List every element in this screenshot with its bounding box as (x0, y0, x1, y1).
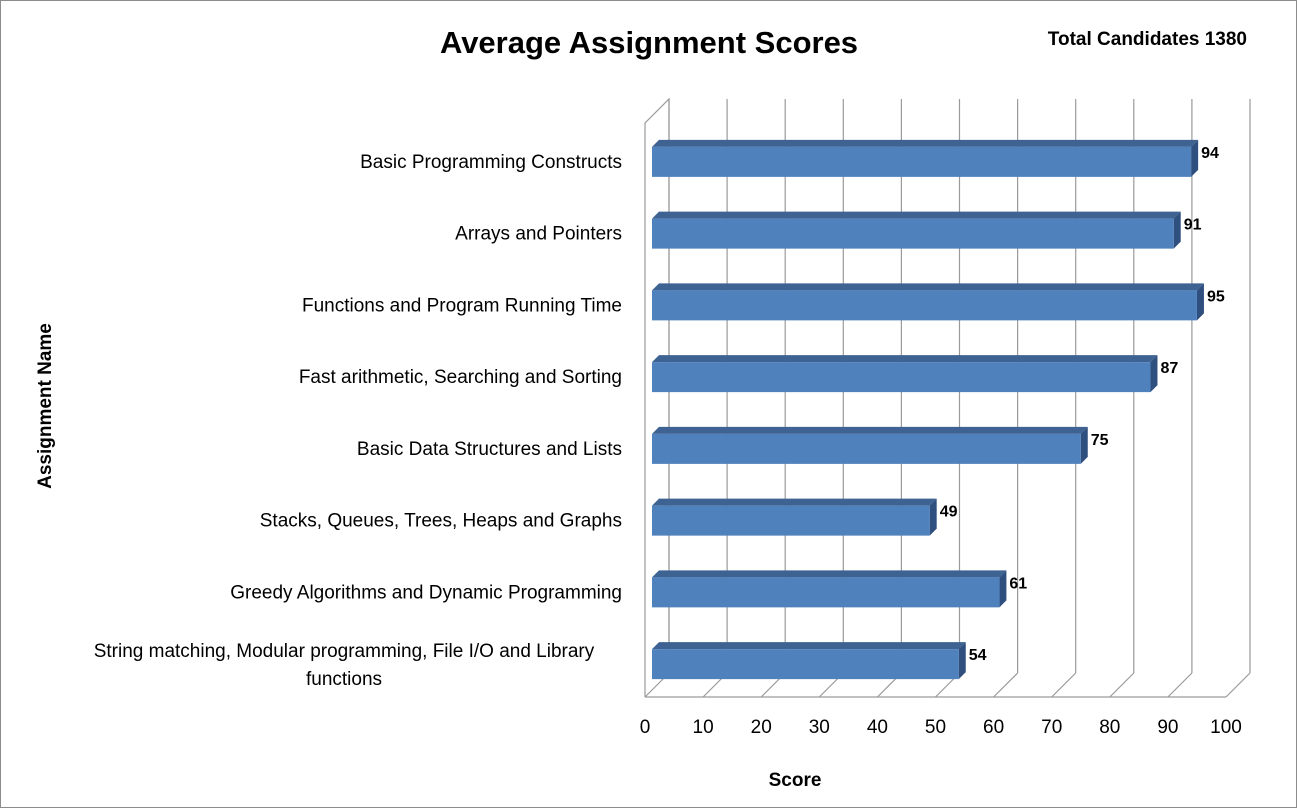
x-axis-ticks: 0 10 20 30 40 50 60 70 80 90 100 (640, 717, 1242, 738)
bar-end-face (958, 642, 966, 680)
data-label: 95 (1207, 288, 1225, 305)
y-axis-title: Assignment Name (35, 323, 56, 489)
bar (652, 146, 1192, 177)
bar (652, 218, 1174, 249)
category-label: Greedy Algorithms and Dynamic Programmin… (230, 582, 622, 603)
total-candidates-annotation: Total Candidates 1380 (1048, 29, 1247, 50)
x-tick-label: 60 (983, 717, 1004, 738)
bar-top-face (652, 139, 1199, 147)
x-tick-label: 40 (867, 717, 888, 738)
category-label-line: String matching, Modular programming, Fi… (94, 641, 595, 662)
category-label: Fast arithmetic, Searching and Sorting (299, 367, 622, 388)
bar (652, 505, 930, 536)
chart-title: Average Assignment Scores (440, 25, 858, 60)
bar-end-face (1196, 283, 1204, 321)
data-label: 49 (940, 504, 958, 521)
category-label-line: functions (306, 669, 382, 690)
floor-gridline (1051, 672, 1077, 698)
x-tick-label: 20 (751, 717, 772, 738)
bar-top-face (652, 283, 1204, 291)
x-tick-label: 80 (1099, 717, 1120, 738)
bar-end-face (1173, 211, 1181, 249)
category-label: Functions and Program Running Time (302, 295, 622, 316)
bar-end-face (1191, 139, 1199, 177)
bar-top-face (652, 211, 1181, 219)
bar-end-face (999, 570, 1007, 608)
bar-end-face (929, 498, 937, 536)
bar (652, 577, 1000, 608)
category-label: String matching, Modular programming, Fi… (94, 641, 595, 690)
floor-gridline (1167, 672, 1193, 698)
x-tick-label: 90 (1157, 717, 1178, 738)
category-label: Basic Programming Constructs (360, 152, 622, 173)
floor-gridline (1225, 672, 1251, 698)
category-label: Arrays and Pointers (455, 224, 622, 245)
data-label: 94 (1201, 145, 1219, 162)
bar (652, 290, 1197, 321)
x-tick-label: 50 (925, 717, 946, 738)
category-label: Stacks, Queues, Trees, Heaps and Graphs (260, 511, 622, 532)
x-tick-label: 100 (1210, 717, 1242, 738)
x-axis-title: Score (769, 770, 822, 791)
bar (652, 362, 1151, 393)
bar-top-face (652, 355, 1158, 363)
x-tick-label: 10 (693, 717, 714, 738)
data-label: 75 (1091, 432, 1109, 449)
floor-gridline (1109, 672, 1135, 698)
category-label: Basic Data Structures and Lists (357, 439, 622, 460)
bar-top-face (652, 642, 966, 650)
data-label: 61 (1009, 575, 1027, 592)
bar (652, 433, 1081, 464)
data-label: 91 (1184, 217, 1202, 234)
data-label: 54 (969, 647, 987, 664)
floor-gridline (993, 672, 1019, 698)
bar-top-face (652, 570, 1007, 578)
bar-end-face (1080, 426, 1088, 464)
bar-top-face (652, 426, 1088, 434)
x-tick-label: 30 (809, 717, 830, 738)
x-tick-label: 70 (1041, 717, 1062, 738)
x-tick-label: 0 (640, 717, 651, 738)
bar-end-face (1150, 355, 1158, 393)
category-labels: Basic Programming Constructs Arrays and P… (94, 152, 622, 690)
bar-top-face (652, 498, 937, 506)
bar (652, 649, 959, 680)
data-label: 87 (1160, 360, 1178, 377)
bars: 94 91 95 87 75 49 61 54 (652, 139, 1225, 680)
